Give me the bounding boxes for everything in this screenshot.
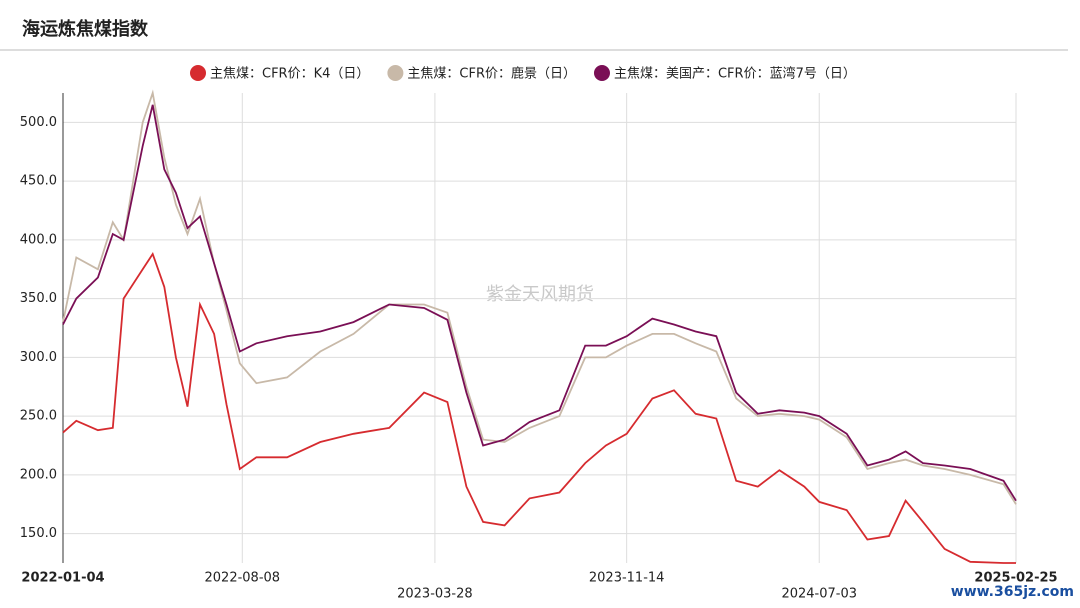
legend-label: 主焦煤：CFR价：鹿景（日） bbox=[407, 66, 576, 82]
watermark: 紫金天风期货 bbox=[486, 284, 594, 305]
x-tick-label: 2022-08-08 bbox=[205, 571, 281, 586]
y-tick-label: 200.0 bbox=[20, 467, 57, 482]
x-tick-label: 2022-01-04 bbox=[21, 571, 104, 586]
legend-swatch bbox=[387, 65, 404, 81]
legend-label: 主焦煤：CFR价：K4（日） bbox=[210, 67, 369, 82]
y-tick-label: 300.0 bbox=[20, 350, 57, 365]
y-tick-label: 350.0 bbox=[20, 291, 57, 306]
series-line bbox=[62, 89, 1017, 505]
legend-label: 主焦煤：美国产：CFR价：蓝湾7号（日） bbox=[614, 66, 856, 82]
x-tick-label: 2024-07-03 bbox=[781, 587, 857, 602]
legend-item: 主焦煤：CFR价：鹿景（日） bbox=[387, 65, 576, 82]
y-tick-label: 250.0 bbox=[20, 409, 57, 424]
y-tick-label: 150.0 bbox=[20, 526, 57, 541]
series-line bbox=[62, 251, 1016, 564]
legend-item: 主焦煤：美国产：CFR价：蓝湾7号（日） bbox=[593, 65, 856, 82]
legend-swatch bbox=[190, 65, 206, 81]
site-mark: www.365jz.com bbox=[951, 584, 1074, 600]
chart-title: 海运炼焦煤指数 bbox=[22, 18, 149, 40]
x-tick-label: 2025-02-25 bbox=[974, 571, 1057, 586]
legend-item: 主焦煤：CFR价：K4（日） bbox=[190, 65, 369, 82]
legend-swatch bbox=[593, 65, 610, 81]
y-tick-label: 500.0 bbox=[20, 115, 57, 130]
y-tick-label: 450.0 bbox=[20, 174, 57, 189]
x-tick-label: 2023-11-14 bbox=[589, 571, 665, 586]
y-tick-label: 400.0 bbox=[20, 232, 57, 247]
x-tick-label: 2023-03-28 bbox=[397, 587, 473, 602]
series-line bbox=[62, 104, 1017, 502]
